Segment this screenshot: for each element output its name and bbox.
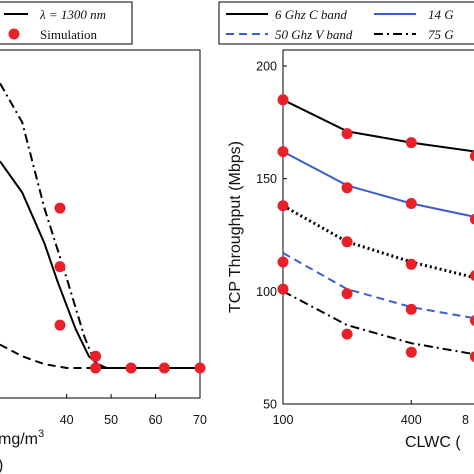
left-series-line-solid <box>0 160 200 369</box>
left-series-group <box>0 82 200 369</box>
left-marker-point <box>54 319 66 331</box>
right-plot-area <box>282 49 474 405</box>
left-x-axis-label-text: mg/m <box>0 431 38 448</box>
right-legend-label-2: 14 G <box>428 7 454 22</box>
right-marker-point <box>277 283 289 295</box>
left-markers-group <box>54 202 206 374</box>
right-legend-box <box>218 1 474 45</box>
right-x-tick-label: 400 <box>401 413 422 427</box>
left-legend-line-label: λ = 1300 nm <box>39 7 106 22</box>
right-legend-label-1: 6 Ghz C band <box>275 7 347 22</box>
right-y-tick-label: 50 <box>263 398 277 412</box>
right-marker-point <box>405 137 417 149</box>
right-legend-label-3: 50 Ghz V band <box>275 27 353 42</box>
right-marker-point <box>341 128 353 140</box>
right-y-tick-label: 150 <box>256 172 277 186</box>
left-legend-marker-label: Simulation <box>40 27 98 42</box>
right-marker-point <box>277 256 289 268</box>
right-marker-point <box>277 94 289 106</box>
right-marker-point <box>469 150 474 162</box>
left-marker-point <box>54 261 66 273</box>
right-legend-label-4: 75 G <box>428 27 454 42</box>
right-marker-point <box>405 198 417 209</box>
right-x-tick-label: 100 <box>273 413 294 427</box>
right-x-ticks: 100 400 8 <box>273 400 469 427</box>
right-marker-point <box>469 270 474 281</box>
right-legend: 6 Ghz C band 14 G 50 Ghz V band 75 G <box>218 1 474 45</box>
right-marker-point <box>341 182 353 194</box>
right-x-tick-label: 8 <box>462 413 469 427</box>
left-marker-point <box>194 362 206 374</box>
right-marker-point <box>469 213 474 225</box>
left-x-tick-label: 70 <box>193 413 207 427</box>
right-y-axis-label: TCP Throughput (Mbps) <box>227 141 244 313</box>
right-markers-group <box>277 94 474 363</box>
left-marker-point <box>90 350 102 362</box>
left-bottom-fragment: ) <box>0 457 3 474</box>
right-y-tick-label: 100 <box>256 285 277 299</box>
left-x-tick-label: 50 <box>104 413 118 427</box>
right-marker-point <box>405 258 417 270</box>
left-x-ticks: 40 50 60 70 <box>60 394 207 427</box>
left-x-axis-label: mg/m3 <box>0 428 44 448</box>
right-marker-point <box>341 236 353 248</box>
right-marker-point <box>405 346 417 358</box>
right-y-tick-label: 200 <box>256 60 277 74</box>
right-marker-point <box>469 351 474 363</box>
left-plot-area <box>0 49 201 399</box>
left-legend-marker-swatch <box>8 28 20 40</box>
right-marker-point <box>341 288 353 300</box>
left-legend: λ = 1300 nm Simulation <box>0 1 133 45</box>
left-marker-point <box>158 362 170 374</box>
left-panel: 40 50 60 70 λ = 1300 nm Simulation mg/m3 ) <box>0 1 207 474</box>
left-marker-point <box>125 362 137 374</box>
left-marker-point <box>54 202 66 214</box>
right-x-axis-label: CLWC ( <box>405 434 461 451</box>
right-y-ticks: 50 100 150 200 <box>256 60 287 412</box>
right-marker-point <box>405 303 417 315</box>
right-marker-point <box>469 315 474 326</box>
right-marker-point <box>277 146 289 158</box>
left-series-line-dashed <box>0 343 200 369</box>
left-legend-box <box>0 1 133 45</box>
left-x-tick-label: 40 <box>60 413 74 427</box>
left-marker-point <box>90 362 102 374</box>
right-marker-point <box>341 328 353 340</box>
right-marker-point <box>277 200 289 212</box>
left-x-tick-label: 60 <box>149 413 163 427</box>
left-x-axis-label-superscript: 3 <box>38 428 44 440</box>
